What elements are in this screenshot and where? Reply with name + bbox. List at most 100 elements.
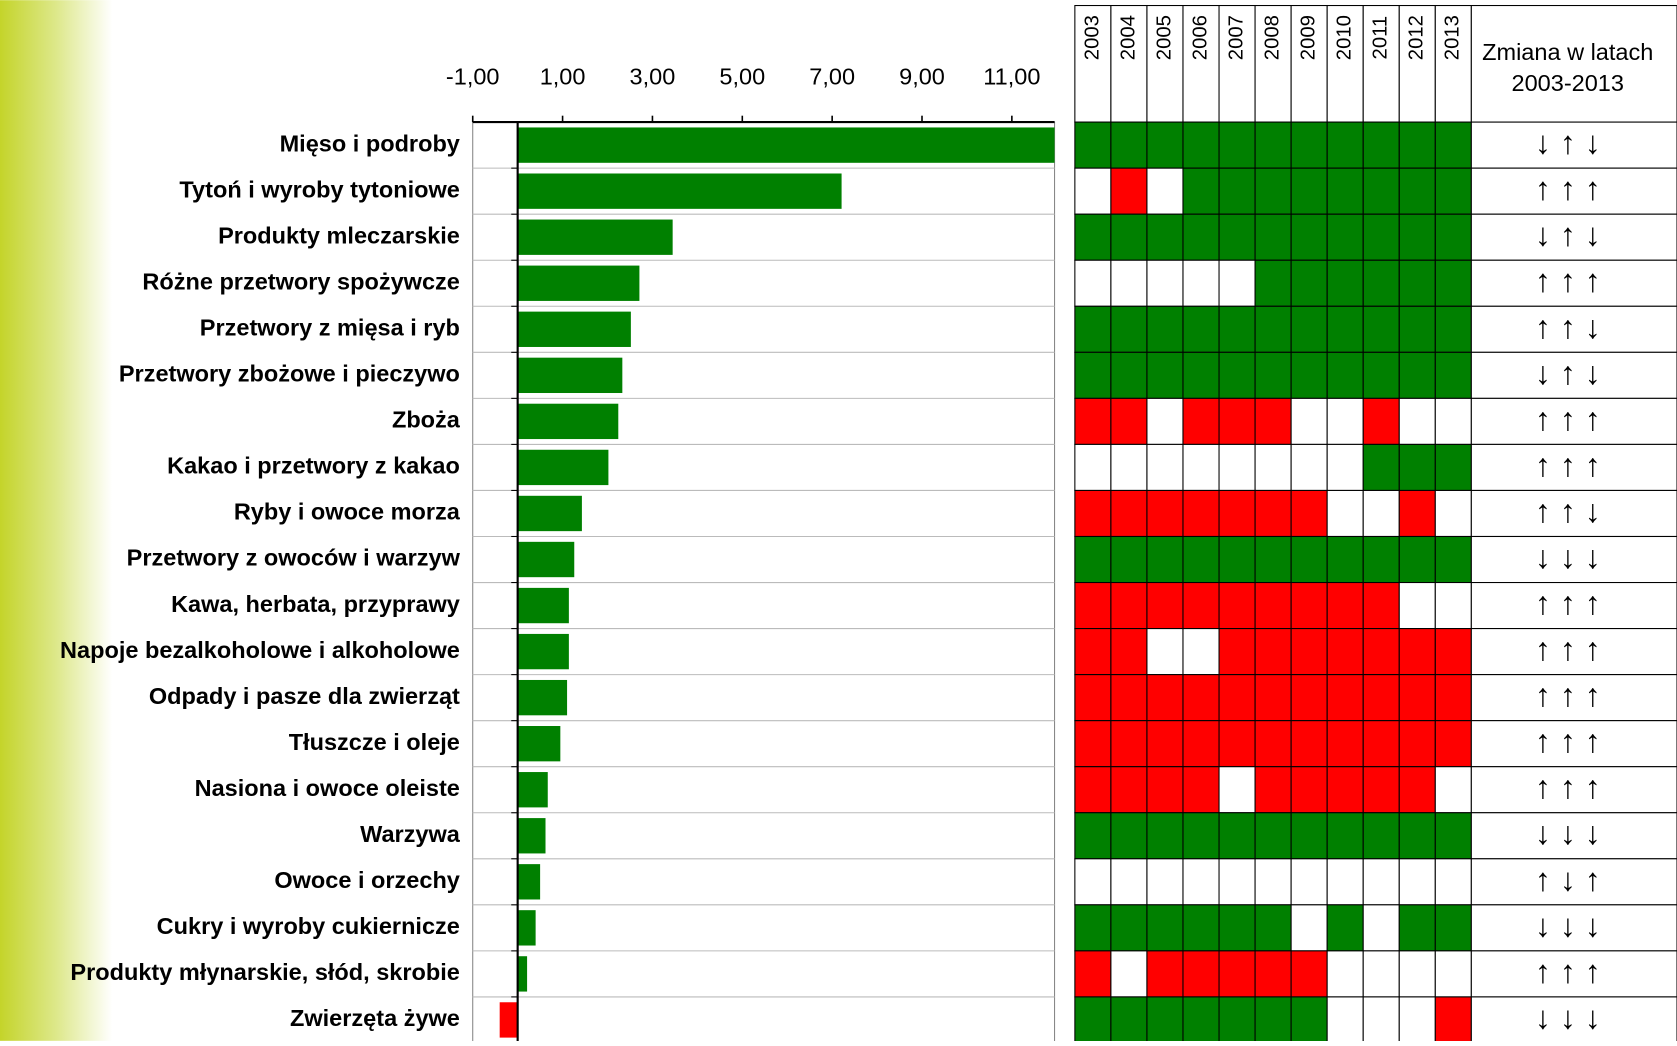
heatmap-cell — [1362, 996, 1400, 1044]
year-header-cell — [1074, 4, 1112, 123]
heatmap-cell — [1074, 351, 1112, 399]
heatmap-cell — [1290, 766, 1328, 814]
heatmap-cell — [1218, 397, 1256, 445]
heatmap-cell — [1434, 581, 1472, 630]
heatmap-cell — [1290, 167, 1328, 215]
heatmap-cell — [1290, 121, 1328, 169]
change-cell — [1470, 720, 1677, 768]
bar — [517, 449, 609, 486]
heatmap-cell — [1074, 259, 1112, 307]
bar — [517, 173, 842, 209]
heatmap-cell — [1398, 858, 1436, 906]
heatmap-cell — [1074, 443, 1112, 491]
heatmap-cell — [1290, 259, 1328, 307]
heatmap-cell — [1146, 904, 1184, 952]
heatmap-cell — [1146, 766, 1184, 814]
heatmap-cell — [1254, 213, 1292, 261]
heatmap-cell — [1362, 167, 1400, 215]
heatmap-cell — [1182, 674, 1220, 722]
heatmap-cell — [1074, 720, 1112, 768]
heatmap-cell — [1362, 858, 1400, 906]
heatmap-cell — [1326, 305, 1364, 353]
year-header-cell — [1218, 4, 1256, 123]
heatmap-cell — [1074, 397, 1112, 445]
heatmap-cell — [1074, 996, 1112, 1044]
heatmap-cell — [1398, 674, 1436, 722]
heatmap-cell — [1290, 674, 1328, 722]
heatmap-cell — [1146, 858, 1184, 906]
heatmap-cell — [1398, 766, 1436, 814]
heatmap-cell — [1434, 858, 1472, 906]
category-label: Produkty mleczarskie — [218, 222, 460, 248]
year-label: 2009 — [1298, 15, 1320, 60]
category-label: Napoje bezalkoholowe i alkoholowe — [60, 637, 460, 663]
heatmap-cell — [1398, 351, 1436, 399]
heatmap-cell — [1218, 628, 1256, 676]
heatmap-cell — [1290, 581, 1328, 630]
heatmap-cell — [1110, 259, 1148, 307]
change-arrows: ↓ ↑ ↓ — [1535, 355, 1601, 391]
heatmap-cell — [1074, 581, 1112, 630]
category-label: Odpady i pasze dla zwierząt — [149, 683, 460, 709]
heatmap-cell — [1254, 121, 1292, 169]
heatmap-cell — [1398, 628, 1436, 676]
heatmap-cell — [1254, 167, 1292, 215]
bar — [517, 726, 561, 762]
category-label: Zwierzęta żywe — [290, 1005, 460, 1031]
heatmap-cell — [1218, 443, 1256, 491]
heatmap-cell — [1326, 581, 1364, 630]
heatmap-cell — [1254, 489, 1292, 538]
heatmap-cell — [1218, 213, 1256, 261]
heatmap-cell — [1110, 628, 1148, 676]
heatmap-cell — [1290, 213, 1328, 261]
heatmap-cell — [1254, 674, 1292, 722]
heatmap-cell — [1218, 305, 1256, 353]
change-cell — [1470, 167, 1677, 215]
heatmap-cell — [1434, 167, 1472, 215]
change-arrows: ↓ ↓ ↓ — [1535, 907, 1601, 943]
category-label: Kakao i przetwory z kakao — [167, 453, 460, 479]
bar — [517, 679, 568, 716]
heatmap-cell — [1182, 812, 1220, 860]
heatmap-cell — [1362, 535, 1400, 584]
heatmap-cell — [1074, 489, 1112, 538]
category-label: Przetwory z mięsa i ryb — [200, 315, 460, 341]
heatmap-cell — [1290, 351, 1328, 399]
heatmap-cell — [1398, 443, 1436, 491]
heatmap-cell — [1110, 904, 1148, 952]
x-tick-label: 11,00 — [983, 63, 1040, 89]
heatmap-cell — [1398, 720, 1436, 768]
heatmap-cell — [1290, 950, 1328, 998]
change-header — [1470, 4, 1677, 123]
heatmap-cell — [1290, 443, 1328, 491]
heatmap-cell — [1326, 858, 1364, 906]
heatmap-cell — [1254, 720, 1292, 768]
change-arrows: ↑ ↑ ↑ — [1535, 953, 1601, 989]
x-tick-label: 7,00 — [809, 63, 855, 89]
heatmap-cell — [1326, 628, 1364, 676]
heatmap-cell — [1290, 996, 1328, 1044]
heatmap-cell — [1398, 121, 1436, 169]
heatmap-cell — [1362, 397, 1400, 445]
heatmap-cell — [1074, 213, 1112, 261]
heatmap-cell — [1362, 904, 1400, 952]
heatmap-cell — [1182, 766, 1220, 814]
heatmap-cell — [1218, 259, 1256, 307]
heatmap-cell — [1218, 858, 1256, 906]
heatmap-cell — [1398, 489, 1436, 538]
year-label: 2003 — [1081, 15, 1103, 60]
heatmap-cell — [1146, 167, 1184, 215]
category-label: Kawa, herbata, przyprawy — [171, 591, 460, 617]
heatmap-cell — [1254, 996, 1292, 1044]
heatmap-cell — [1074, 535, 1112, 584]
change-arrows: ↑ ↑ ↓ — [1535, 493, 1601, 529]
heatmap-cell — [1326, 950, 1364, 998]
heatmap-cell — [1074, 628, 1112, 676]
heatmap-cell — [1146, 351, 1184, 399]
heatmap-cell — [1110, 766, 1148, 814]
heatmap-cell — [1110, 213, 1148, 261]
heatmap-cell — [1146, 535, 1184, 584]
heatmap-cell — [1182, 259, 1220, 307]
heatmap-cell — [1146, 812, 1184, 860]
